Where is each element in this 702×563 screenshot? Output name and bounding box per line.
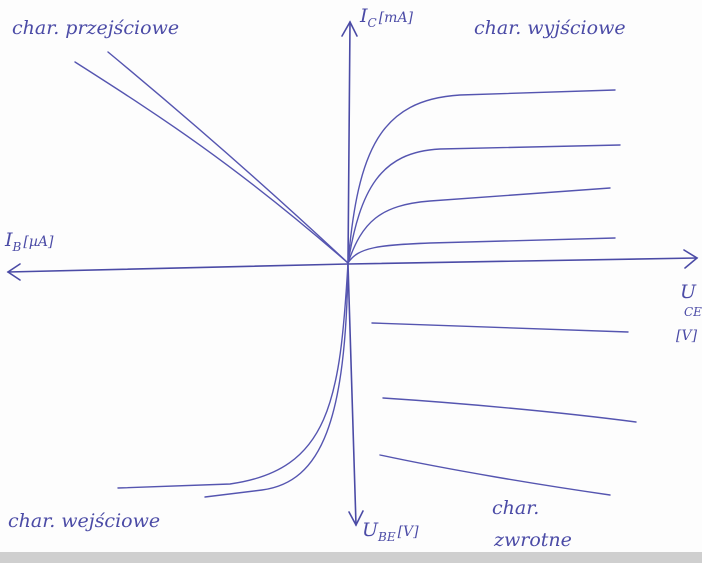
down-arrow — [348, 510, 364, 527]
curve — [379, 454, 611, 496]
unit: [mA] — [379, 10, 414, 26]
unit: [µA] — [23, 234, 54, 250]
ube-axis-label: UBE [V] — [362, 519, 419, 544]
curve — [371, 322, 629, 333]
curve — [347, 89, 616, 264]
subscript: C — [368, 16, 377, 30]
ic-axis-label: IC [mA] — [359, 5, 414, 30]
unit: [V] — [398, 524, 420, 540]
feedback-curves — [371, 322, 637, 496]
transfer-label: char. przejściowe — [12, 17, 179, 39]
output-curves — [347, 89, 621, 264]
symbol: U — [362, 519, 379, 541]
output-label: char. wyjściowe — [474, 17, 626, 39]
curve — [204, 262, 349, 498]
left-arrow — [6, 263, 21, 281]
ib-axis-label: IB [µA] — [4, 229, 54, 254]
uce-axis-subscript: CE — [684, 305, 702, 319]
input-label: char. wejściowe — [8, 510, 160, 532]
bottom-edge — [0, 552, 702, 563]
uce-axis-label: U — [680, 281, 697, 303]
symbol: U — [680, 281, 697, 303]
transfer-curves — [74, 51, 349, 264]
curve — [347, 144, 621, 264]
symbol: I — [4, 229, 13, 251]
curve — [74, 61, 349, 264]
feedback-label: zwrotne — [493, 529, 572, 551]
symbol: I — [359, 5, 368, 27]
curve — [347, 237, 616, 264]
curve — [382, 397, 637, 423]
up-arrow — [341, 20, 358, 37]
feedback-label: char. — [492, 497, 539, 519]
curve — [117, 262, 349, 489]
right-arrow — [683, 249, 699, 269]
curve — [347, 187, 611, 264]
subscript: BE — [377, 530, 396, 544]
uce-axis-unit: [V] — [676, 328, 698, 344]
curve — [107, 51, 349, 264]
subscript: B — [12, 240, 22, 254]
input-curves — [117, 262, 349, 498]
